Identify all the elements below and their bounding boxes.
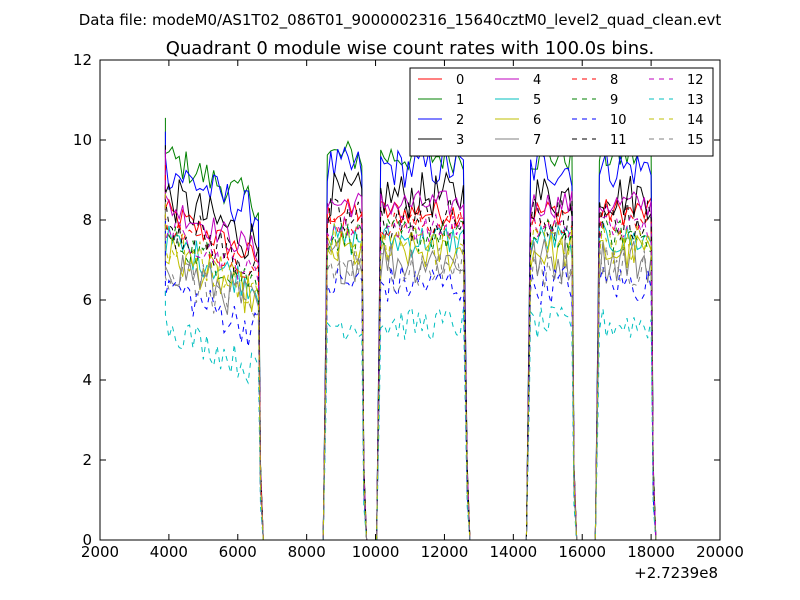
x-tick-label: 4000 [150,543,188,561]
y-tick-label: 2 [82,451,92,469]
legend-label: 1 [456,93,464,108]
legend-label: 12 [687,73,704,88]
legend-label: 8 [610,73,618,88]
series-lines [164,117,657,541]
legend-label: 11 [610,133,627,148]
legend-label: 5 [533,93,541,108]
x-tick-label: 18000 [627,543,675,561]
legend-label: 6 [533,113,541,128]
y-tick-label: 4 [82,371,92,389]
x-tick-label: 16000 [558,543,606,561]
y-tick-label: 8 [82,211,92,229]
series-line-14 [164,193,657,541]
legend-box [409,67,714,157]
chart-title: Quadrant 0 module wise count rates with … [166,38,655,59]
series-line-15 [164,235,657,541]
y-tick-label: 12 [73,51,92,69]
y-tick-label: 10 [73,131,92,149]
x-tick-label: 12000 [421,543,469,561]
x-tick-label: 6000 [219,543,257,561]
legend-label: 13 [687,93,704,108]
chart-suptitle: Data file: modeM0/AS1T02_086T01_90000023… [79,11,722,30]
legend-label: 9 [610,93,618,108]
y-tick-label: 6 [82,291,92,309]
x-axis: 2000 4000 6000 8000 10000 12000 14000 16000 1800… [81,60,744,561]
x-tick-label: 10000 [352,543,400,561]
series-line-10 [164,220,657,541]
legend-label: 2 [456,113,464,128]
y-tick-label: 0 [82,531,92,549]
legend-label: 4 [533,73,541,88]
legend-label: 10 [610,113,627,128]
legend-label: 3 [456,133,464,148]
x-offset-text: +2.7239e8 [634,564,718,582]
legend-label: 0 [456,73,464,88]
legend-label: 15 [687,133,704,148]
x-tick-label: 2000 [81,543,119,561]
series-line-8 [164,165,657,541]
x-tick-label: 20000 [696,543,744,561]
x-tick-label: 8000 [288,543,326,561]
x-tick-label: 14000 [489,543,537,561]
series-line-9 [164,185,657,541]
legend-label: 14 [687,113,704,128]
legend-label: 7 [533,133,541,148]
